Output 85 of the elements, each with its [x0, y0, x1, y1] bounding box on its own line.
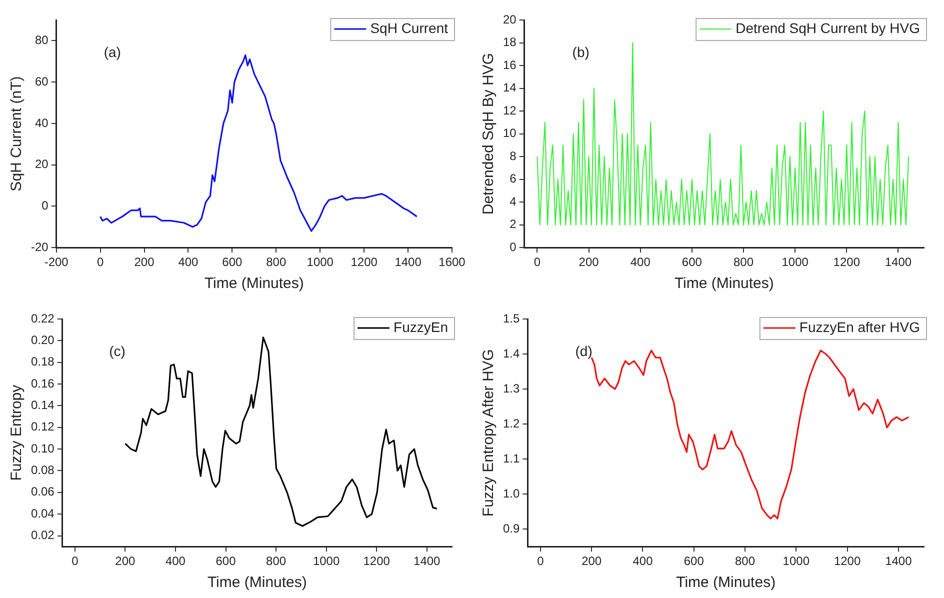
legend-label: SqH Current: [370, 20, 448, 36]
x-tick-label: 400: [632, 554, 654, 568]
y-axis-title: Fuzzy Entropy After HVG: [480, 349, 498, 517]
x-tick-label: 1600: [438, 255, 466, 270]
x-tick-label: 800: [266, 554, 286, 568]
y-tick-label: 1.5: [502, 311, 520, 326]
y-tick-label: 60: [34, 74, 49, 88]
y-tick-label: 0.9: [502, 521, 520, 536]
x-tick-label: 200: [578, 255, 600, 270]
x-axis-title: Time (Minutes): [674, 275, 774, 292]
y-tick-label: 0: [42, 198, 49, 213]
y-tick-label: 1.2: [502, 416, 520, 430]
x-tick-label: 1000: [782, 255, 809, 270]
x-tick-label: 0: [537, 554, 544, 568]
x-tick-label: 1400: [414, 554, 441, 568]
y-tick-label: 4: [510, 194, 517, 208]
y-tick-label: 0.10: [30, 441, 55, 456]
x-tick-label: 600: [216, 554, 236, 568]
x-tick-label: 1200: [834, 554, 861, 568]
x-tick-label: 400: [165, 554, 186, 568]
y-tick-label: 0.18: [30, 354, 55, 369]
x-tick-label: 1200: [350, 255, 378, 270]
x-tick-label: 600: [684, 554, 704, 568]
y-axis-title: Detrended SqH By HVG: [480, 52, 498, 215]
y-tick-label: 0.04: [30, 506, 55, 520]
y-tick-label: 0.08: [30, 463, 55, 478]
x-axis-title: Time (Minutes): [204, 275, 304, 292]
x-tick-label: 200: [582, 554, 602, 568]
y-tick-label: 1.4: [502, 346, 520, 360]
x-tick-label: 800: [735, 554, 756, 568]
x-tick-label: 800: [266, 255, 286, 270]
y-tick-label: 0.14: [30, 398, 55, 412]
y-tick-label: 12: [502, 103, 517, 118]
y-tick-label: 10: [502, 126, 517, 140]
y-tick-label: 8: [510, 148, 517, 163]
y-tick-label: 6: [510, 172, 517, 186]
y-tick-label: 14: [502, 80, 517, 95]
x-tick-label: 200: [134, 255, 155, 270]
y-tick-label: 16: [502, 58, 517, 72]
x-tick-label: 0: [72, 554, 79, 568]
y-tick-label: 1.0: [502, 486, 520, 500]
x-tick-label: 800: [733, 255, 754, 270]
y-tick-label: 40: [34, 116, 49, 130]
y-tick-label: 2: [510, 217, 517, 232]
y-tick-label: 0.22: [30, 311, 55, 326]
x-tick-label: 1200: [363, 554, 390, 568]
x-axis-title: Time (Minutes): [207, 574, 307, 592]
x-tick-label: 1000: [306, 255, 334, 270]
x-tick-label: -200: [44, 255, 69, 270]
legend-label: Detrend SqH Current by HVG: [736, 20, 920, 36]
y-tick-label: 0: [510, 240, 517, 254]
y-tick-label: 0.02: [30, 528, 55, 542]
annotation: (b): [572, 44, 590, 60]
legend-label: FuzzyEn: [394, 318, 448, 335]
y-axis-title: SqH Current (nT): [8, 76, 26, 192]
x-tick-label: 1000: [782, 554, 810, 568]
y-tick-label: 18: [502, 35, 517, 50]
y-tick-label: 0.16: [30, 376, 55, 390]
y-tick-label: 80: [34, 33, 49, 48]
y-tick-label: 20: [34, 157, 49, 172]
annotation: (c): [109, 342, 126, 359]
x-tick-label: 1400: [884, 255, 912, 270]
y-tick-label: 20: [502, 12, 517, 26]
x-axis-title: Time (Minutes): [676, 574, 776, 592]
x-tick-label: 1400: [885, 554, 912, 568]
y-axis-title: Fuzzy Entropy: [8, 384, 26, 481]
y-tick-label: 0.06: [30, 484, 55, 499]
x-tick-label: 1000: [312, 554, 340, 568]
x-tick-label: 600: [682, 255, 702, 270]
y-tick-label: 1.3: [502, 381, 520, 396]
x-tick-label: 0: [96, 255, 104, 270]
y-tick-label: -20: [31, 240, 49, 254]
legend-label: FuzzyEn after HVG: [799, 318, 920, 335]
x-tick-label: 1200: [833, 255, 860, 270]
y-tick-label: 1.1: [502, 451, 520, 466]
x-tick-label: 1400: [394, 255, 422, 270]
x-tick-label: 400: [630, 255, 651, 270]
x-tick-label: 400: [178, 255, 199, 270]
y-tick-label: 0.20: [30, 332, 55, 347]
x-tick-label: 200: [115, 554, 136, 568]
annotation: (d): [575, 342, 592, 359]
x-tick-label: 600: [222, 255, 243, 270]
x-tick-label: 0: [534, 255, 541, 270]
annotation: (a): [104, 44, 121, 60]
y-tick-label: 0.12: [30, 420, 55, 434]
